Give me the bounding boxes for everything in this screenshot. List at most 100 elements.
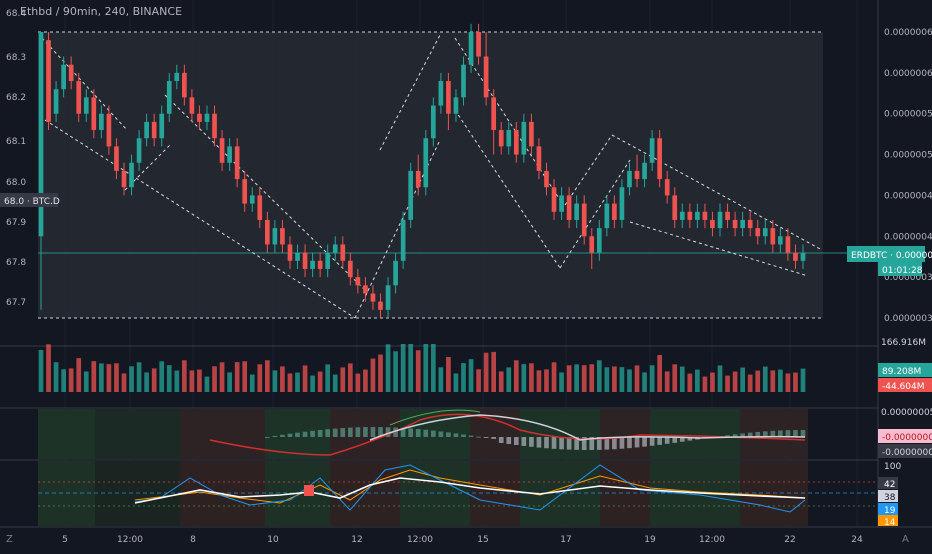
volume-bar — [347, 363, 353, 392]
price-tag: ERDBTC · 0.00000038 — [851, 251, 932, 261]
macd-line — [369, 414, 806, 441]
volume-bar — [747, 374, 753, 392]
volume-bar — [121, 373, 127, 392]
macd-hist-bar — [536, 437, 542, 448]
volume-bar — [581, 365, 587, 392]
macd-hist-bar — [498, 437, 504, 443]
volume-top-label: 166.916M — [881, 338, 926, 348]
macd-pane[interactable] — [38, 409, 808, 459]
macd-signal-line — [209, 413, 806, 456]
macd-hist-bar — [604, 437, 610, 450]
candle-body — [91, 97, 97, 131]
volume-bar — [204, 376, 210, 392]
macd-hist-bar — [287, 433, 293, 437]
volume-bar — [219, 362, 225, 392]
macd-dark-bg — [878, 444, 932, 458]
trendline — [564, 134, 613, 206]
volume-bar — [430, 344, 436, 392]
volume-bar — [483, 352, 489, 392]
volume-bar — [378, 354, 383, 392]
macd-hist-bar — [317, 429, 323, 437]
left-tick-label: 67.8 — [6, 258, 26, 268]
time-label: 24 — [851, 535, 863, 545]
rsi-level-label: 14 — [884, 518, 896, 528]
auto-scale-icon[interactable]: A — [902, 534, 909, 545]
volume-bar — [46, 344, 51, 392]
volume-bar — [182, 360, 187, 392]
volume-bar — [295, 372, 300, 392]
macd-hist-bar — [408, 428, 414, 437]
macd-hist-bar — [785, 430, 791, 437]
candle-body — [627, 170, 632, 188]
candle-body — [476, 32, 481, 57]
candle-body — [589, 236, 595, 253]
macd-band — [470, 409, 520, 459]
trendline — [124, 144, 171, 191]
candle-body — [559, 195, 564, 212]
left-tick-label: 68.4 — [6, 9, 26, 19]
macd-band — [38, 409, 95, 459]
macd-hist-bar — [672, 437, 678, 443]
macd-hist-bar — [363, 427, 368, 437]
macd-hist-bar — [264, 437, 270, 438]
volume-bar — [400, 344, 406, 392]
macd-hist-bar — [415, 429, 421, 437]
volume-bar — [461, 363, 466, 392]
right-tick-label: 0.00000045 — [884, 191, 932, 201]
candle-body — [657, 138, 662, 180]
left-marker-label: 68.0 · BTC.D — [4, 197, 60, 207]
candle-body — [800, 252, 806, 261]
candle-body — [144, 121, 149, 139]
candle-body — [483, 56, 489, 98]
candle-body — [83, 97, 89, 114]
volume-bar — [732, 371, 738, 392]
volume-bar — [99, 363, 104, 392]
time-label: 17 — [560, 535, 571, 545]
trendline — [379, 34, 441, 151]
macd-hist-bar — [634, 437, 640, 448]
volume-bar — [574, 364, 580, 392]
candle-body — [423, 138, 429, 188]
macd-hist-bar — [446, 432, 451, 437]
trendline — [44, 119, 356, 319]
candle-body — [99, 113, 104, 131]
candle-body — [793, 252, 798, 261]
rsi-pane[interactable] — [38, 461, 878, 526]
macd-hist-bar — [679, 437, 685, 442]
macd-hist-bar — [687, 437, 693, 441]
candle-body — [280, 228, 285, 245]
candle-body — [446, 81, 451, 114]
volume-bar — [513, 360, 519, 392]
volume-bar — [491, 351, 497, 392]
macd-hist-bar — [423, 429, 429, 437]
candle-body — [785, 236, 791, 253]
volume-bar — [212, 366, 217, 392]
volume-bar — [529, 363, 534, 392]
time-axis[interactable]: 5 12:00 8 10 12 12:00 15 17 19 12:00 22 24 — [62, 535, 863, 545]
volume-pane[interactable] — [38, 344, 806, 392]
macd-hist-bar — [612, 437, 617, 450]
macd-hist-bar — [453, 433, 459, 437]
rsi-line — [134, 477, 806, 504]
volume-bar — [38, 350, 44, 392]
volume-bar — [53, 362, 59, 392]
macd-hist-bar — [770, 430, 776, 437]
candle-body — [536, 146, 542, 171]
volume-bar — [649, 365, 655, 392]
macd-green-line — [389, 409, 481, 426]
volume-green-bg — [878, 363, 932, 377]
trendlines — [41, 34, 823, 319]
candle-body — [46, 40, 51, 122]
volume-bar — [657, 355, 662, 392]
macd-hist-bar — [468, 435, 474, 437]
zoom-toggle-icon[interactable]: Z — [6, 534, 13, 545]
candle-body — [317, 260, 323, 269]
volume-bar — [642, 372, 647, 392]
candles[interactable] — [38, 23, 806, 318]
price-pane[interactable] — [38, 23, 878, 319]
macd-hist-bar — [370, 427, 376, 437]
volume-bar — [446, 357, 451, 392]
